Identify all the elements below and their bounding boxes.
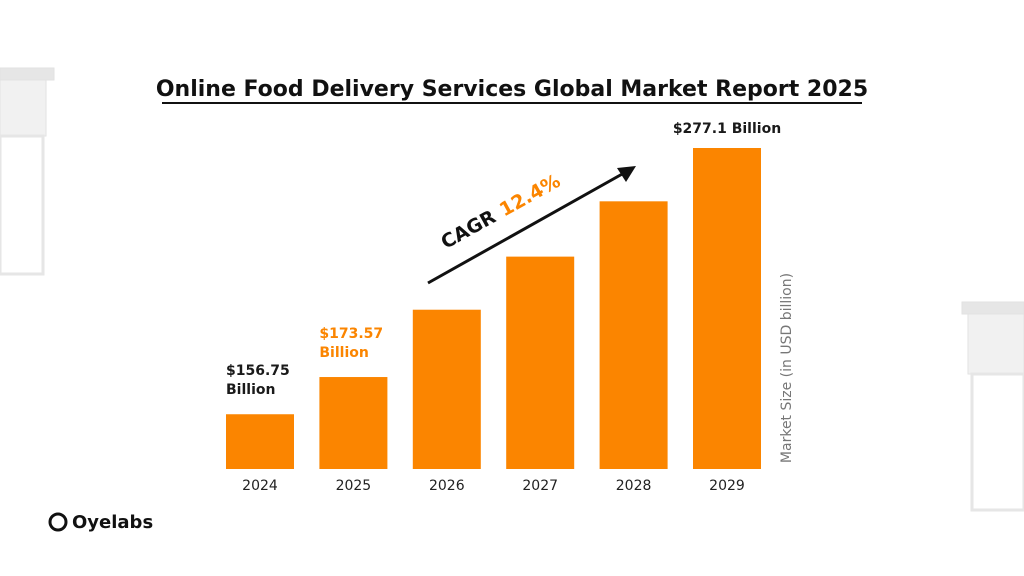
logo: Oyelabs [48,512,153,533]
x-tick-label: 2027 [522,478,558,494]
x-tick-label: 2028 [616,478,652,494]
value-label: $173.57 Billion [319,326,384,362]
value-label: $277.1 Billion [672,121,782,137]
x-tick-label: 2025 [336,478,372,494]
decoration [0,67,1024,512]
trend-arrow [427,171,625,285]
bar [693,148,761,469]
arrow-head [617,166,636,182]
y-axis-label: Market Size (in USD billion) [779,273,795,463]
bar [319,377,388,469]
bar [226,414,294,469]
x-tick-label: 2029 [709,478,745,494]
bar [506,256,575,469]
x-tick-label: 2024 [242,478,278,494]
x-tick-label: 2026 [429,478,465,494]
bar [412,309,481,469]
bar [599,201,668,469]
chart-title: Online Food Delivery Services Global Mar… [156,77,868,102]
brand: Oyelabs [72,512,153,533]
value-label: $156.75 Billion [226,363,290,399]
